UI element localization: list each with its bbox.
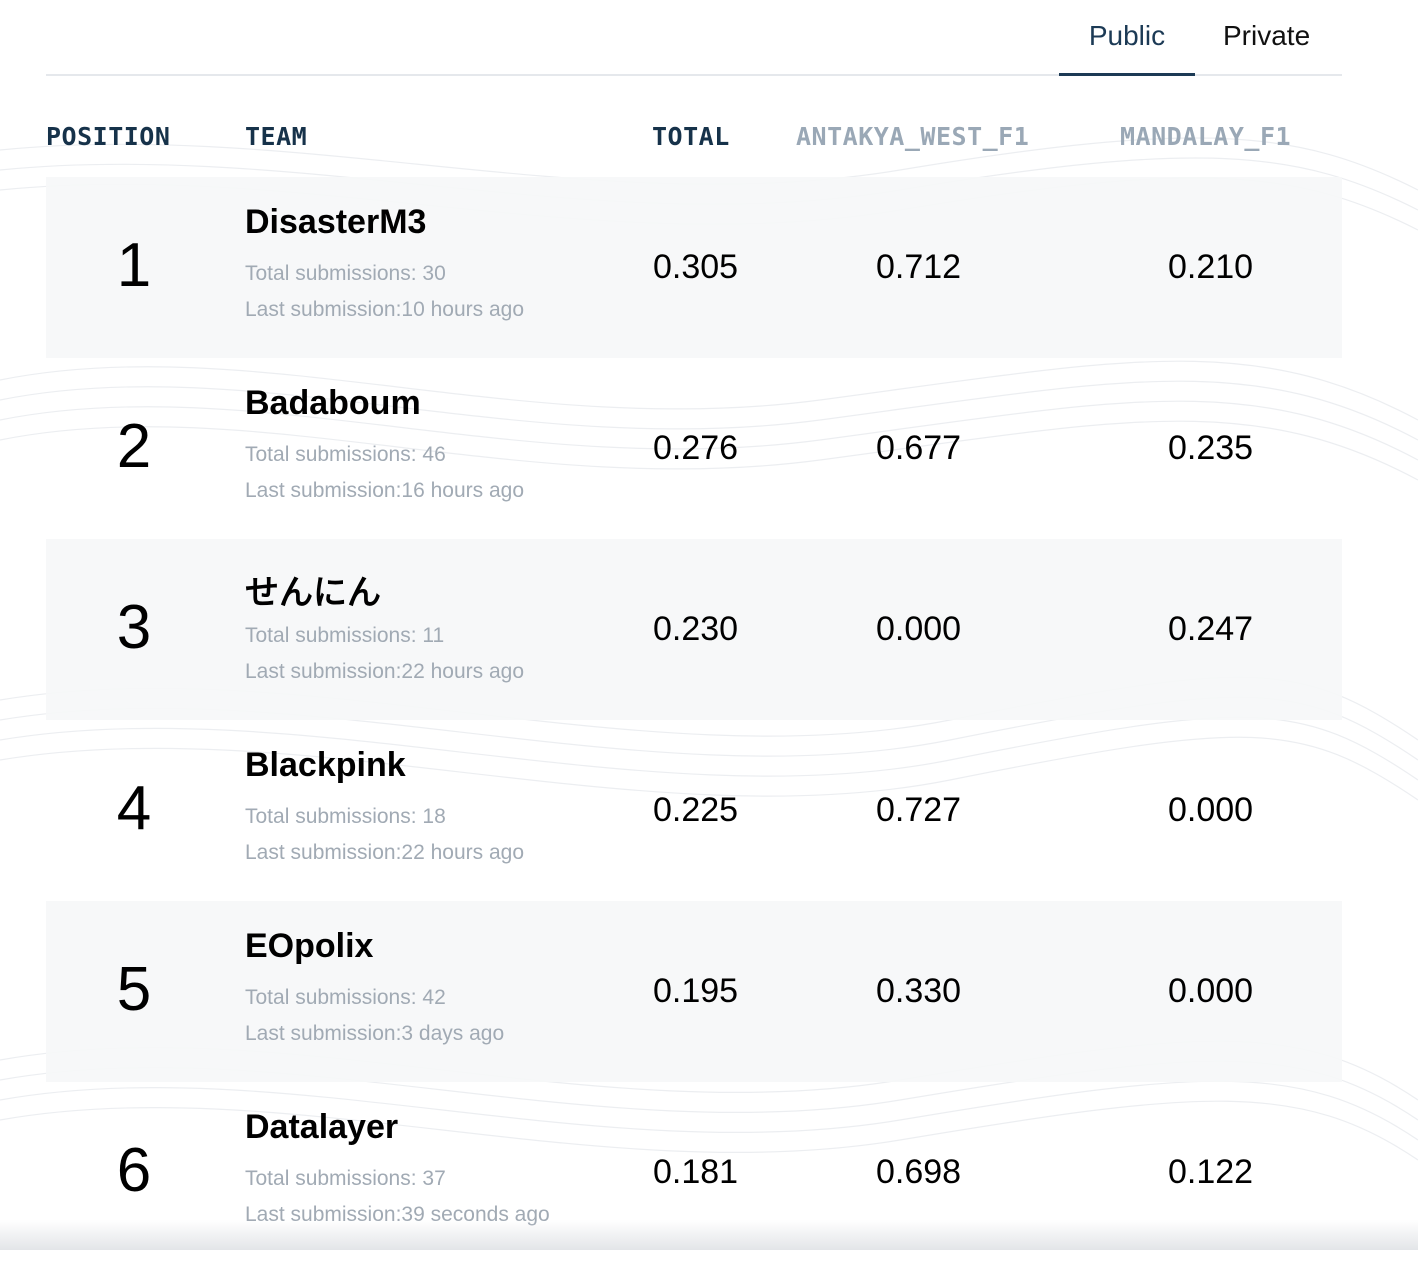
last-submission: Last submission:39 seconds ago — [245, 1203, 550, 1226]
score-antakya-west-f1: 0.000 — [876, 610, 962, 648]
score-total: 0.230 — [653, 610, 739, 648]
table-row: 6 Datalayer Total submissions: 37 Last s… — [46, 1082, 1342, 1263]
row-position: 3 — [116, 593, 152, 662]
team-name: Blackpink — [245, 746, 406, 784]
team-name: Badaboum — [245, 384, 421, 422]
score-antakya-west-f1: 0.727 — [876, 791, 962, 829]
score-antakya-west-f1: 0.330 — [876, 972, 962, 1010]
total-submissions: Total submissions: 37 — [245, 1167, 446, 1190]
score-total: 0.181 — [653, 1153, 739, 1191]
table-row: 3 せんにん Total submissions: 11 Last submis… — [46, 539, 1342, 720]
table-row: 1 DisasterM3 Total submissions: 30 Last … — [46, 177, 1342, 358]
row-position: 6 — [116, 1136, 152, 1205]
team-name: DisasterM3 — [245, 203, 427, 241]
table-row: 4 Blackpink Total submissions: 18 Last s… — [46, 720, 1342, 901]
tab-public[interactable]: Public — [1059, 20, 1195, 76]
score-total: 0.195 — [653, 972, 739, 1010]
score-antakya-west-f1: 0.698 — [876, 1153, 962, 1191]
last-submission: Last submission:22 hours ago — [245, 841, 524, 864]
score-mandalay-f1: 0.122 — [1168, 1153, 1254, 1191]
last-submission: Last submission:10 hours ago — [245, 298, 524, 321]
row-position: 5 — [116, 955, 152, 1024]
column-header-total[interactable]: TOTAL — [652, 122, 730, 151]
score-mandalay-f1: 0.000 — [1168, 791, 1254, 829]
score-total: 0.305 — [653, 248, 739, 286]
leaderboard-rows: 1 DisasterM3 Total submissions: 30 Last … — [46, 177, 1342, 1263]
last-submission: Last submission:3 days ago — [245, 1022, 505, 1045]
score-mandalay-f1: 0.210 — [1168, 248, 1254, 286]
total-submissions: Total submissions: 42 — [245, 986, 446, 1009]
total-submissions: Total submissions: 11 — [245, 624, 445, 647]
row-position: 1 — [116, 231, 152, 300]
score-antakya-west-f1: 0.677 — [876, 429, 962, 467]
team-name: せんにん — [245, 574, 381, 612]
table-row: 2 Badaboum Total submissions: 46 Last su… — [46, 358, 1342, 539]
column-header-antakya-west-f1[interactable]: ANTAKYA_WEST_F1 — [796, 122, 1030, 151]
score-total: 0.276 — [653, 429, 739, 467]
last-submission: Last submission:22 hours ago — [245, 660, 524, 683]
row-position: 4 — [116, 774, 152, 843]
table-row: 5 EOpolix Total submissions: 42 Last sub… — [46, 901, 1342, 1082]
team-name: Datalayer — [245, 1108, 399, 1146]
total-submissions: Total submissions: 30 — [245, 262, 446, 285]
column-header-mandalay-f1[interactable]: MANDALAY_F1 — [1120, 122, 1292, 151]
row-position: 2 — [116, 412, 152, 481]
leaderboard-tabs: Public Private — [46, 0, 1342, 76]
total-submissions: Total submissions: 46 — [245, 443, 446, 466]
column-header-team[interactable]: TEAM — [245, 122, 308, 151]
score-mandalay-f1: 0.235 — [1168, 429, 1254, 467]
total-submissions: Total submissions: 18 — [245, 805, 446, 828]
score-antakya-west-f1: 0.712 — [876, 248, 962, 286]
tab-private[interactable]: Private — [1223, 20, 1311, 51]
team-name: EOpolix — [245, 927, 374, 965]
score-mandalay-f1: 0.000 — [1168, 972, 1254, 1010]
score-total: 0.225 — [653, 791, 739, 829]
column-header-position[interactable]: POSITION — [46, 122, 171, 151]
score-mandalay-f1: 0.247 — [1168, 610, 1254, 648]
last-submission: Last submission:16 hours ago — [245, 479, 524, 502]
